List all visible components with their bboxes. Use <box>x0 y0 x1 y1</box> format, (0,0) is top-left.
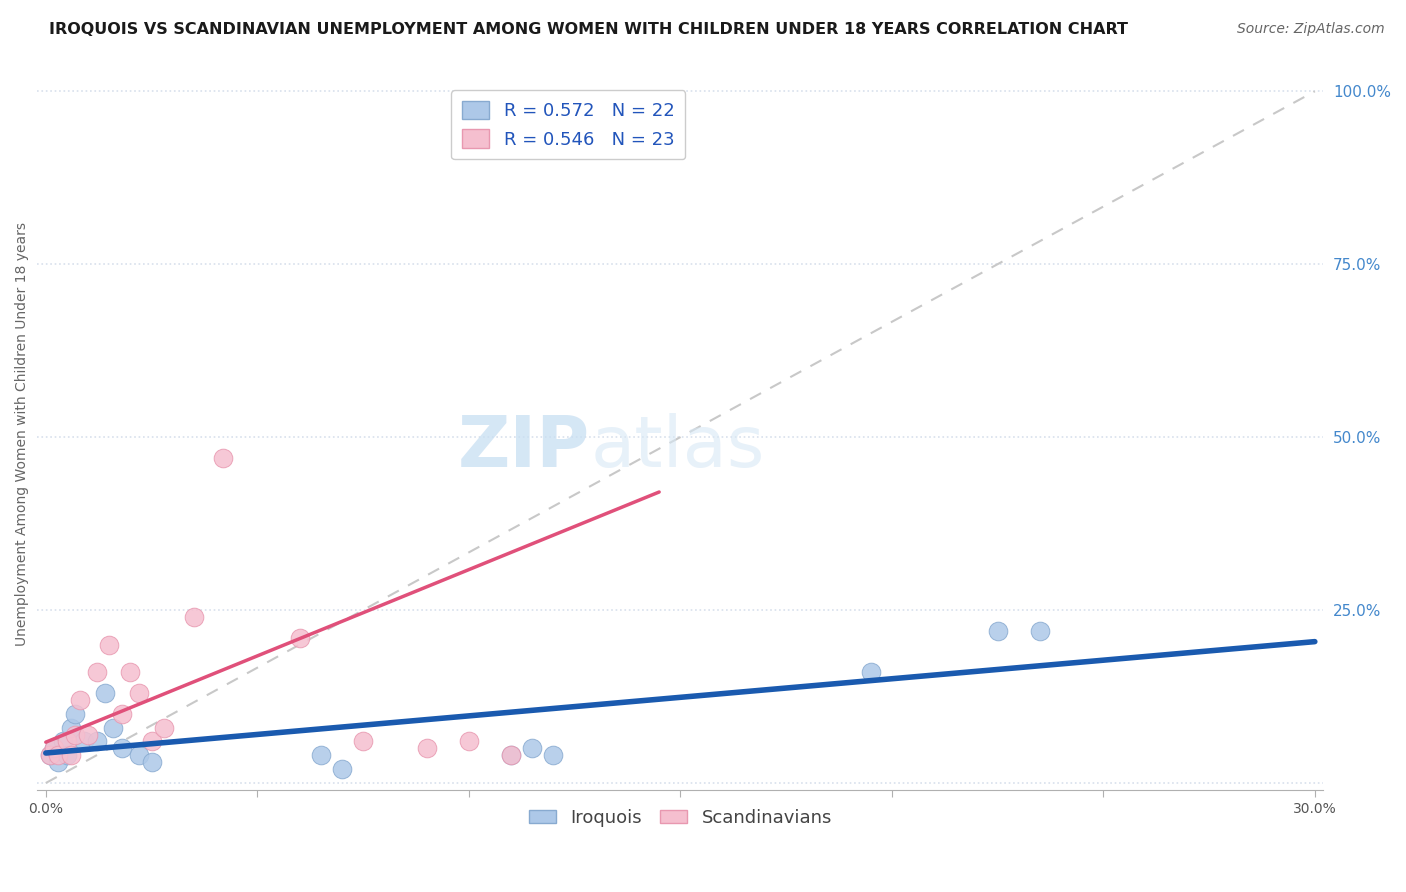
Point <box>309 748 332 763</box>
Point <box>128 686 150 700</box>
Point <box>1029 624 1052 638</box>
Point <box>212 450 235 465</box>
Point <box>44 741 66 756</box>
Point <box>65 728 87 742</box>
Point <box>987 624 1010 638</box>
Point <box>86 665 108 680</box>
Point <box>39 748 62 763</box>
Point <box>65 706 87 721</box>
Point <box>94 686 117 700</box>
Point <box>56 748 79 763</box>
Text: ZIP: ZIP <box>458 413 591 483</box>
Text: atlas: atlas <box>591 413 765 483</box>
Point <box>60 748 83 763</box>
Point <box>52 734 75 748</box>
Point <box>543 748 565 763</box>
Point <box>522 741 544 756</box>
Point <box>48 756 70 770</box>
Point <box>39 748 62 763</box>
Point <box>183 610 205 624</box>
Point <box>69 693 91 707</box>
Y-axis label: Unemployment Among Women with Children Under 18 years: Unemployment Among Women with Children U… <box>15 222 30 646</box>
Point <box>56 734 79 748</box>
Point <box>120 665 142 680</box>
Point <box>60 721 83 735</box>
Point <box>457 734 479 748</box>
Text: IROQUOIS VS SCANDINAVIAN UNEMPLOYMENT AMONG WOMEN WITH CHILDREN UNDER 18 YEARS C: IROQUOIS VS SCANDINAVIAN UNEMPLOYMENT AM… <box>49 22 1128 37</box>
Point <box>501 748 523 763</box>
Point <box>648 126 671 140</box>
Point <box>103 721 125 735</box>
Point <box>153 721 176 735</box>
Point <box>415 741 437 756</box>
Point <box>352 734 374 748</box>
Point <box>98 638 121 652</box>
Point <box>111 706 134 721</box>
Point <box>141 734 163 748</box>
Point <box>141 756 163 770</box>
Point <box>288 631 311 645</box>
Text: Source: ZipAtlas.com: Source: ZipAtlas.com <box>1237 22 1385 37</box>
Point <box>330 762 353 776</box>
Point <box>111 741 134 756</box>
Point <box>77 728 100 742</box>
Point <box>44 741 66 756</box>
Point <box>86 734 108 748</box>
Point <box>73 734 96 748</box>
Point <box>48 748 70 763</box>
Point <box>501 748 523 763</box>
Point <box>128 748 150 763</box>
Point <box>859 665 882 680</box>
Legend: Iroquois, Scandinavians: Iroquois, Scandinavians <box>522 802 839 834</box>
